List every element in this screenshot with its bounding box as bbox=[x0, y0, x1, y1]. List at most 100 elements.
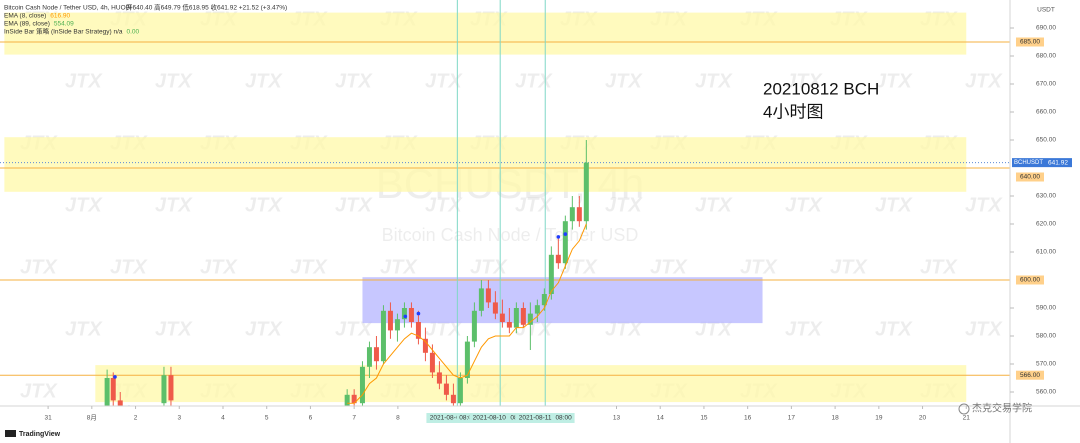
watermark-sub: Bitcoin Cash Node / Tether USD bbox=[382, 225, 639, 245]
logo-watermark: JTX bbox=[560, 256, 598, 278]
axes: 560.00570.00580.00590.00610.00620.00630.… bbox=[44, 25, 1072, 423]
candle-body bbox=[478, 288, 484, 311]
candle-body bbox=[576, 207, 582, 222]
logo-watermark: JTX bbox=[605, 194, 643, 216]
inside-bar-marker bbox=[556, 235, 561, 239]
candle-body bbox=[527, 313, 533, 325]
x-tick-label: 14 bbox=[657, 415, 665, 422]
logo-watermark: JTX bbox=[695, 70, 733, 92]
legend-value: 0.00 bbox=[127, 29, 140, 36]
credit: 杰克交易学院 bbox=[972, 402, 1032, 415]
zone bbox=[362, 277, 763, 324]
logo-watermark: JTX bbox=[245, 318, 283, 340]
logo-watermark: JTX bbox=[200, 256, 238, 278]
y-tick-label: 690.00 bbox=[1036, 25, 1056, 32]
logo-watermark: JTX bbox=[290, 256, 328, 278]
logo-watermark: JTX bbox=[785, 70, 823, 92]
candle-body bbox=[415, 322, 421, 339]
candle-body bbox=[471, 310, 477, 342]
candle-body bbox=[457, 378, 463, 404]
logo-watermark: JTX bbox=[695, 194, 733, 216]
candle-body bbox=[161, 375, 167, 404]
logo-watermark: JTX bbox=[785, 194, 823, 216]
x-tick-label: 18 bbox=[831, 415, 839, 422]
candle-body bbox=[104, 378, 110, 406]
logo-watermark: JTX bbox=[875, 70, 913, 92]
date-highlight-label: 08:00 bbox=[459, 415, 476, 422]
level-label-box bbox=[1016, 37, 1044, 47]
logo-watermark: JTX bbox=[65, 70, 103, 92]
logo-watermark: JTX bbox=[920, 256, 958, 278]
date-highlight-label: 08:00 bbox=[555, 415, 572, 422]
logo-watermark: JTX bbox=[335, 318, 373, 340]
y-tick-label: 670.00 bbox=[1036, 81, 1056, 88]
zone bbox=[4, 12, 967, 55]
logo-watermark: JTX bbox=[155, 318, 193, 340]
plot-area: JTX JTX JTX JTX JTX JTX JTX JTX JTX JTX JTX JTX JTX J… bbox=[0, 0, 1010, 406]
logo-watermark: JTX bbox=[20, 256, 58, 278]
date-highlight-label: 2021-08-11 bbox=[519, 415, 552, 422]
zone bbox=[95, 365, 967, 403]
y-tick-label: 570.00 bbox=[1036, 361, 1056, 368]
logo-watermark: JTX bbox=[515, 70, 553, 92]
candle-body bbox=[408, 308, 414, 322]
logo-watermark: JTX bbox=[20, 380, 58, 402]
candle-body bbox=[464, 341, 470, 378]
candle-body bbox=[344, 394, 350, 406]
y-tick-label: 620.00 bbox=[1036, 221, 1056, 228]
logo-watermark: JTX bbox=[875, 194, 913, 216]
logo-watermark: JTX bbox=[425, 70, 463, 92]
candle-body bbox=[520, 308, 526, 325]
logo-watermark: JTX bbox=[965, 70, 1003, 92]
candle-body bbox=[429, 352, 435, 373]
level-label: 566.00 bbox=[1020, 372, 1040, 379]
logo-watermark: JTX bbox=[110, 256, 148, 278]
logo-watermark: JTX bbox=[155, 70, 193, 92]
logo-watermark: JTX bbox=[335, 70, 373, 92]
overlay: Bitcoin Cash Node / Tether USD, 4h, HUOB… bbox=[4, 3, 1055, 438]
legend-label: EMA (89, close) bbox=[4, 21, 50, 28]
logo-watermark: JTX bbox=[695, 318, 733, 340]
brand-icon bbox=[5, 430, 16, 437]
candle-body bbox=[359, 366, 365, 404]
logo-watermark: JTX bbox=[425, 318, 463, 340]
candle-body bbox=[110, 378, 116, 401]
y-tick-label: 580.00 bbox=[1036, 333, 1056, 340]
candle-body bbox=[394, 319, 400, 331]
x-tick-label: 7 bbox=[352, 415, 356, 422]
x-tick-label: 21 bbox=[963, 415, 971, 422]
inside-bar-marker bbox=[403, 314, 408, 319]
ohlc-text: 开640.40 高649.79 低618.95 收641.92 +21.52 (… bbox=[126, 3, 287, 12]
logo-watermark: JTX bbox=[65, 318, 103, 340]
date-highlight-label: 2021-08-09 bbox=[430, 415, 464, 422]
inside-bar-marker bbox=[416, 311, 421, 316]
candle-body bbox=[401, 308, 407, 320]
level-label-box bbox=[1016, 370, 1044, 380]
x-tick-label: 6 bbox=[309, 415, 313, 422]
candle-body bbox=[562, 221, 568, 264]
candle-body bbox=[555, 254, 561, 264]
x-tick-label: 13 bbox=[613, 415, 621, 422]
candle-body bbox=[117, 400, 123, 406]
inside-bar-marker bbox=[113, 375, 117, 379]
candle-body bbox=[168, 375, 174, 401]
candle-body bbox=[436, 372, 442, 384]
brand: TradingView bbox=[19, 431, 61, 438]
date-highlight-box bbox=[456, 413, 479, 423]
legend-label: EMA (8, close) bbox=[4, 13, 46, 20]
level-label-box bbox=[1016, 275, 1044, 285]
y-tick-label: 660.00 bbox=[1036, 109, 1056, 116]
logo-watermark: JTX bbox=[830, 256, 868, 278]
candle-body bbox=[569, 207, 575, 222]
candle-body bbox=[380, 310, 386, 362]
annotation: 4小时图 bbox=[763, 102, 823, 121]
candle-body bbox=[499, 313, 505, 322]
x-tick-label: 20 bbox=[919, 415, 927, 422]
logo-watermark: JTX bbox=[335, 194, 373, 216]
candle-body bbox=[548, 254, 554, 294]
date-highlight-box bbox=[515, 413, 556, 423]
logo-watermark: JTX bbox=[785, 318, 823, 340]
candle-body bbox=[443, 383, 449, 395]
legend-label: InSide Bar 策略 (InSide Bar Strategy) n/a bbox=[4, 27, 123, 36]
